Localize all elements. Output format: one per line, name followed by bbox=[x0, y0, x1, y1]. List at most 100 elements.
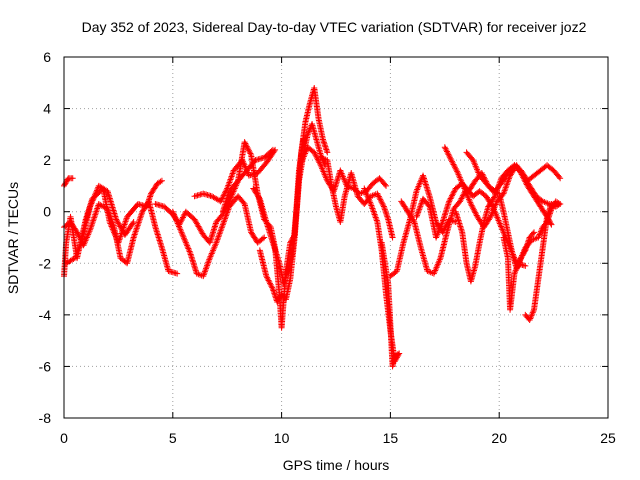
series-track-3 bbox=[61, 198, 181, 277]
data-point bbox=[183, 241, 190, 248]
data-point bbox=[133, 226, 140, 233]
data-point bbox=[170, 210, 177, 217]
data-point bbox=[269, 284, 276, 291]
data-point bbox=[172, 216, 179, 223]
data-point bbox=[377, 196, 384, 203]
data-point bbox=[88, 200, 95, 207]
data-point bbox=[259, 235, 266, 242]
data-point bbox=[62, 180, 69, 187]
data-point bbox=[276, 295, 283, 302]
data-point bbox=[179, 215, 186, 222]
data-point bbox=[459, 194, 466, 201]
data-point bbox=[243, 141, 250, 148]
data-point bbox=[316, 159, 323, 166]
data-point bbox=[497, 221, 504, 228]
data-point bbox=[88, 222, 95, 229]
data-point bbox=[218, 196, 225, 203]
y-tick-label: -8 bbox=[39, 410, 52, 426]
data-point bbox=[132, 229, 139, 236]
data-point bbox=[87, 203, 94, 210]
data-point bbox=[137, 214, 144, 221]
data-point bbox=[496, 220, 503, 227]
data-point bbox=[380, 202, 387, 209]
data-point bbox=[304, 131, 311, 138]
data-point bbox=[182, 239, 189, 246]
data-point bbox=[131, 231, 138, 238]
data-point bbox=[186, 248, 193, 255]
data-point bbox=[177, 227, 184, 234]
data-point bbox=[522, 262, 529, 269]
data-point bbox=[266, 278, 273, 285]
y-tick-label: 0 bbox=[43, 204, 51, 220]
data-point bbox=[179, 230, 186, 237]
data-point bbox=[275, 296, 282, 303]
data-point bbox=[271, 148, 278, 155]
data-point bbox=[89, 220, 96, 227]
y-tick-label: 2 bbox=[43, 152, 51, 168]
data-point bbox=[305, 129, 312, 136]
series-track-22 bbox=[522, 200, 559, 324]
y-tick-label: -4 bbox=[39, 307, 52, 323]
data-point bbox=[74, 230, 81, 237]
data-point bbox=[267, 281, 274, 288]
data-point bbox=[247, 150, 254, 157]
data-point bbox=[375, 193, 382, 200]
data-point bbox=[92, 190, 99, 197]
data-point bbox=[131, 232, 138, 239]
data-point bbox=[272, 146, 279, 153]
data-point bbox=[90, 216, 97, 223]
data-point bbox=[314, 155, 321, 162]
data-point bbox=[378, 199, 385, 206]
data-point bbox=[274, 297, 281, 304]
data-point bbox=[129, 220, 136, 227]
data-point bbox=[179, 232, 186, 239]
data-point bbox=[394, 351, 401, 358]
x-tick-label: 15 bbox=[383, 430, 399, 446]
data-point bbox=[93, 188, 100, 195]
data-point bbox=[243, 143, 250, 150]
x-tick-label: 25 bbox=[600, 430, 616, 446]
series-track-14 bbox=[378, 239, 403, 370]
data-point bbox=[180, 235, 187, 242]
grid-lines bbox=[64, 57, 608, 418]
data-point bbox=[313, 153, 320, 160]
data-point bbox=[93, 207, 100, 214]
data-point bbox=[174, 270, 181, 277]
data-point bbox=[69, 175, 76, 182]
data-point bbox=[305, 128, 312, 135]
data-point bbox=[263, 273, 270, 280]
data-point bbox=[383, 182, 390, 189]
data-point bbox=[396, 350, 403, 357]
data-point bbox=[317, 160, 324, 167]
data-point bbox=[184, 242, 191, 249]
data-point bbox=[169, 208, 176, 215]
plot-frame bbox=[63, 56, 609, 419]
data-point bbox=[63, 177, 70, 184]
series-track-12 bbox=[317, 154, 396, 241]
x-tick-label: 20 bbox=[491, 430, 507, 446]
x-tick-label: 10 bbox=[274, 430, 290, 446]
series-track-4 bbox=[63, 182, 137, 267]
data-point bbox=[268, 283, 275, 290]
data-point bbox=[311, 150, 318, 157]
data-point bbox=[233, 179, 240, 186]
data-point bbox=[122, 218, 129, 225]
data-point bbox=[181, 236, 188, 243]
data-point bbox=[217, 198, 224, 205]
series-track-10 bbox=[256, 121, 329, 305]
data-point bbox=[457, 196, 464, 203]
data-point bbox=[180, 213, 187, 220]
data-point bbox=[132, 228, 139, 235]
data-point bbox=[381, 181, 388, 188]
data-point bbox=[93, 208, 100, 215]
data-point bbox=[311, 149, 318, 156]
data-point bbox=[174, 219, 181, 226]
data-point bbox=[184, 244, 191, 251]
y-tick-label: -6 bbox=[39, 358, 52, 374]
data-point bbox=[133, 225, 140, 232]
data-point bbox=[90, 194, 97, 201]
data-point bbox=[459, 192, 466, 199]
data-point bbox=[94, 205, 101, 212]
data-point bbox=[377, 197, 384, 204]
data-point bbox=[265, 277, 272, 284]
